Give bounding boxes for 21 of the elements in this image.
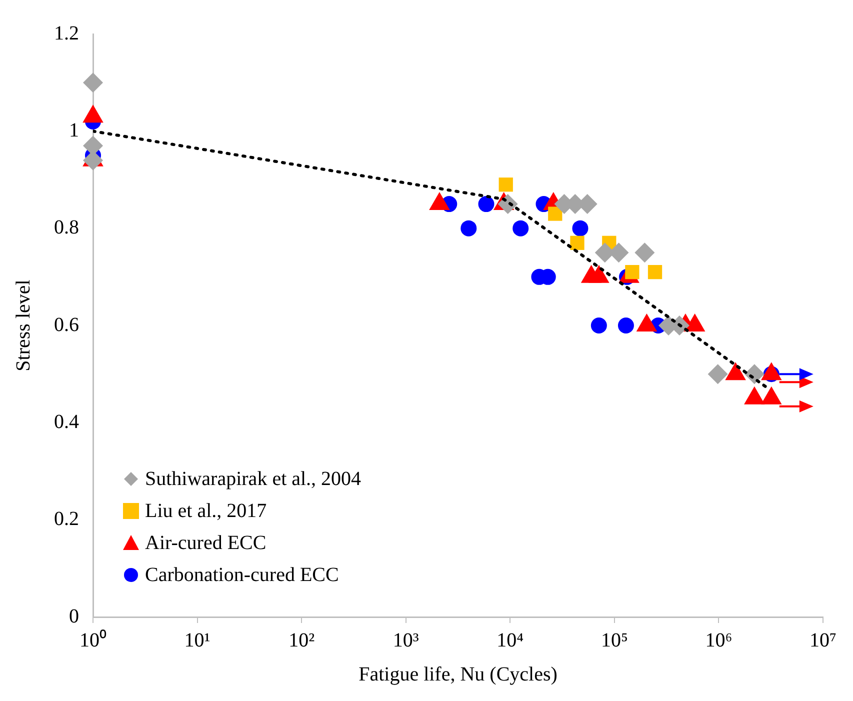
y-tick-label: 1 (69, 119, 79, 142)
x-tick-label: 10¹ (184, 629, 210, 652)
y-tick-label: 0.6 (54, 314, 79, 336)
x-tick-label: 10⁵ (600, 629, 628, 652)
x-tick-label: 10² (288, 629, 315, 652)
legend-label: Carbonation-cured ECC (145, 563, 339, 588)
x-tick-label: 10⁰ (80, 628, 106, 652)
x-tick-label: 10³ (392, 629, 419, 652)
y-tick-label: 0.8 (54, 216, 79, 239)
legend-label: Air-cured ECC (145, 531, 266, 556)
y-tick-label: 0.4 (54, 410, 79, 433)
x-axis-title: Fatigue life, Nu (Cycles) (358, 663, 558, 686)
x-tick-label: 10⁴ (496, 629, 524, 652)
legend-label: Suthiwarapirak et al., 2004 (145, 467, 362, 492)
x-tick-label: 10⁷ (810, 629, 837, 652)
y-axis-title: Stress level (12, 279, 34, 372)
y-tick-label: 1.2 (54, 22, 79, 44)
y-tick-label: 0.2 (54, 508, 79, 530)
y-tick-label: 0 (69, 605, 79, 628)
x-tick-label: 10⁶ (705, 629, 732, 652)
legend-label: Liu et al., 2017 (145, 499, 267, 524)
